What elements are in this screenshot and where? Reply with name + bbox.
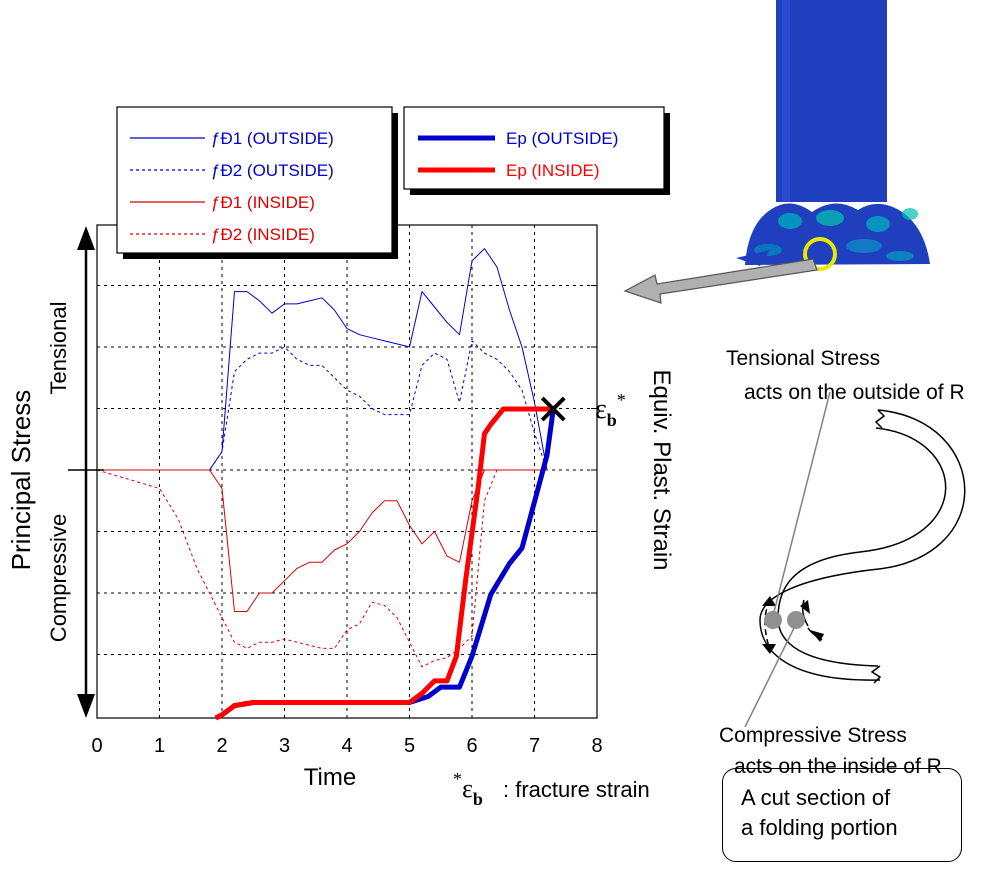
legend-strain: Ep (OUTSIDE) Ep (INSIDE) [403,106,670,195]
x-tick-label: 3 [279,735,290,757]
tension-leader-line [773,391,831,613]
pillar-body [776,0,887,202]
legend-strain-label: Ep (OUTSIDE) [506,129,618,148]
fracture-footnote: *εb : fracture strain [453,769,650,809]
compressive-stress-sub: acts on the inside of R [734,755,942,778]
x-tick-label: 0 [91,735,102,757]
legend-stress: ƒÐ1 (OUTSIDE) ƒÐ2 (OUTSIDE) ƒÐ1 (INSIDE) ƒÐ… [116,106,398,259]
fold-bottom-break [870,665,882,684]
x-tick-label: 2 [216,735,227,757]
x-tick-label: 6 [466,735,477,757]
legend-stress-box [116,106,393,254]
fold-inner-edge [777,427,947,667]
legend-strain-box [403,106,665,190]
outside-stress-point [764,611,782,629]
series-line-0 [97,248,548,471]
series-line-1 [97,340,548,471]
footnote-symbol: *εb [453,769,483,809]
epsilon-b-star-label: εb* [595,390,626,430]
series-layer [96,248,566,721]
x-tick-label: 5 [404,735,415,757]
right-axis-label: Equiv. Plast. Strain [648,370,675,571]
fold-top-break [874,409,886,429]
footnote-text: : fracture strain [503,777,650,802]
caption-line-2: a folding portion [741,815,898,840]
x-tick-labels: 0 1 2 3 4 5 6 7 8 [91,735,602,757]
legend-stress-label: ƒÐ2 (INSIDE) [211,225,315,244]
legend-stress-label: ƒÐ1 (INSIDE) [211,193,315,212]
tensional-label: Tensional [46,302,71,395]
compression-leader-line [744,625,796,728]
legend-stress-label: ƒÐ1 (OUTSIDE) [211,129,334,148]
fold-cross-section [744,391,966,728]
x-tick-label: 8 [591,735,602,757]
legend-strain-items: Ep (OUTSIDE) Ep (INSIDE) [418,129,618,180]
caption-line-1: A cut section of [741,785,891,810]
compressive-label: Compressive [46,514,71,642]
fracture-strain-label: εb* [595,390,626,430]
fracture-marker [540,396,566,422]
legend-strain-label: Ep (INSIDE) [506,161,600,180]
x-tick-label: 7 [529,735,540,757]
inside-stress-point [787,611,805,629]
series-line-3 [96,469,547,668]
pointer-arrow [623,258,818,304]
simulation-image [728,0,940,280]
compression-arrow-top [801,599,809,627]
x-tick-label: 1 [154,735,165,757]
series-line-2 [97,469,547,612]
fold-outer-edge [759,409,966,681]
series-line-5 [214,406,554,721]
x-tick-label: 4 [341,735,352,757]
legend-stress-label: ƒÐ2 (OUTSIDE) [211,161,334,180]
stress-double-arrow [68,226,104,718]
x-axis-label: Time [304,764,356,791]
highlight-circle [803,237,837,271]
tensional-stress-title: Tensional Stress [726,347,880,370]
compressive-stress-title: Compressive Stress [719,724,907,747]
legend-stress-items: ƒÐ1 (OUTSIDE) ƒÐ2 (OUTSIDE) ƒÐ1 (INSIDE) ƒÐ… [130,129,334,244]
plot-area [96,224,598,721]
y-axis-label: Principal Stress [6,390,36,571]
grid [97,225,597,718]
tensional-stress-sub: acts on the outside of R [744,381,965,404]
caption-box: A cut section of a folding portion [722,768,962,862]
